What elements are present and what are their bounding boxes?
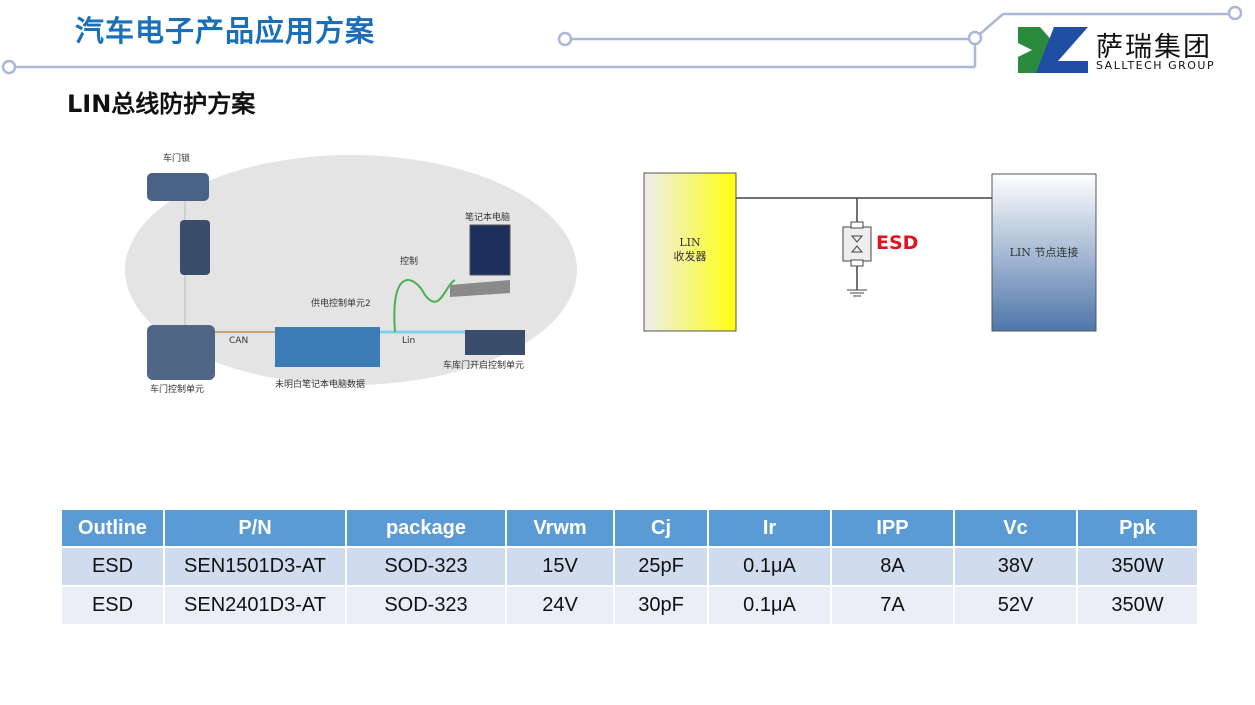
salltech-logo-icon (1018, 27, 1088, 73)
lin-network-illustration: 车门锁 笔记本电脑 控制 供电控制单元2 CAN Lin 车库门开启控制单元 车… (125, 145, 585, 400)
label-can: CAN (229, 336, 249, 346)
table-header-row: Outline P/N package Vrwm Cj Ir IPP Vc Pp… (60, 508, 1199, 548)
cell: 350W (1076, 585, 1199, 626)
cell: 7A (830, 585, 955, 626)
label-unknown-data: 未明白笔记本电脑数据 (275, 380, 366, 390)
label-control: 控制 (400, 257, 419, 267)
esd-label: ESD (876, 232, 919, 254)
transceiver-label: LIN (679, 236, 701, 249)
table-row: ESD SEN1501D3-AT SOD-323 15V 25pF 0.1μA 8A 38V 3… (60, 546, 1199, 587)
col-cj: Cj (613, 508, 709, 548)
page-title: 汽车电子产品应用方案 (75, 14, 376, 48)
cell: 24V (505, 585, 615, 626)
cell: SEN2401D3-AT (163, 585, 347, 626)
label-door-unit: 车门控制单元 (150, 385, 205, 395)
logo: 萨瑞集团 SALLTECH GROUP (1018, 27, 1214, 77)
label-power-unit: 供电控制单元2 (311, 299, 371, 309)
cell: 25pF (613, 546, 709, 587)
cell: 38V (953, 546, 1078, 587)
label-lin: Lin (402, 336, 416, 346)
header-decoration-lines (1, 5, 1243, 75)
cell: 350W (1076, 546, 1199, 587)
label-laptop: 笔记本电脑 (465, 213, 511, 223)
col-ipp: IPP (830, 508, 955, 548)
logo-cn: 萨瑞集团 (1096, 32, 1212, 63)
transceiver-label-cn: 收发器 (673, 250, 707, 263)
cell: 52V (953, 585, 1078, 626)
logo-en: SALLTECH GROUP (1096, 59, 1216, 72)
col-ppk: Ppk (1076, 508, 1199, 548)
col-vc: Vc (953, 508, 1078, 548)
cell: 8A (830, 546, 955, 587)
label-door-lock: 车门锁 (163, 154, 191, 164)
cell: ESD (60, 585, 165, 626)
cell: 30pF (613, 585, 709, 626)
esd-product-table: Outline P/N package Vrwm Cj Ir IPP Vc Pp… (60, 508, 1199, 626)
col-outline: Outline (60, 508, 165, 548)
cell: ESD (60, 546, 165, 587)
lin-esd-circuit: LIN 收发器 ESD LIN 节点连接 (640, 170, 1100, 335)
lin-node-label: LIN 节点连接 (1009, 246, 1079, 259)
cell: 0.1μA (707, 585, 832, 626)
table-row: ESD SEN2401D3-AT SOD-323 24V 30pF 0.1μA 7A 52V 3… (60, 585, 1199, 626)
col-package: package (345, 508, 507, 548)
section-title: LIN总线防护方案 (67, 90, 256, 118)
col-ir: Ir (707, 508, 832, 548)
cell: SOD-323 (345, 546, 507, 587)
cell: 0.1μA (707, 546, 832, 587)
label-garage-unit: 车库门开启控制单元 (443, 361, 525, 371)
cell: 15V (505, 546, 615, 587)
cell: SOD-323 (345, 585, 507, 626)
col-pn: P/N (163, 508, 347, 548)
col-vrwm: Vrwm (505, 508, 615, 548)
cell: SEN1501D3-AT (163, 546, 347, 587)
